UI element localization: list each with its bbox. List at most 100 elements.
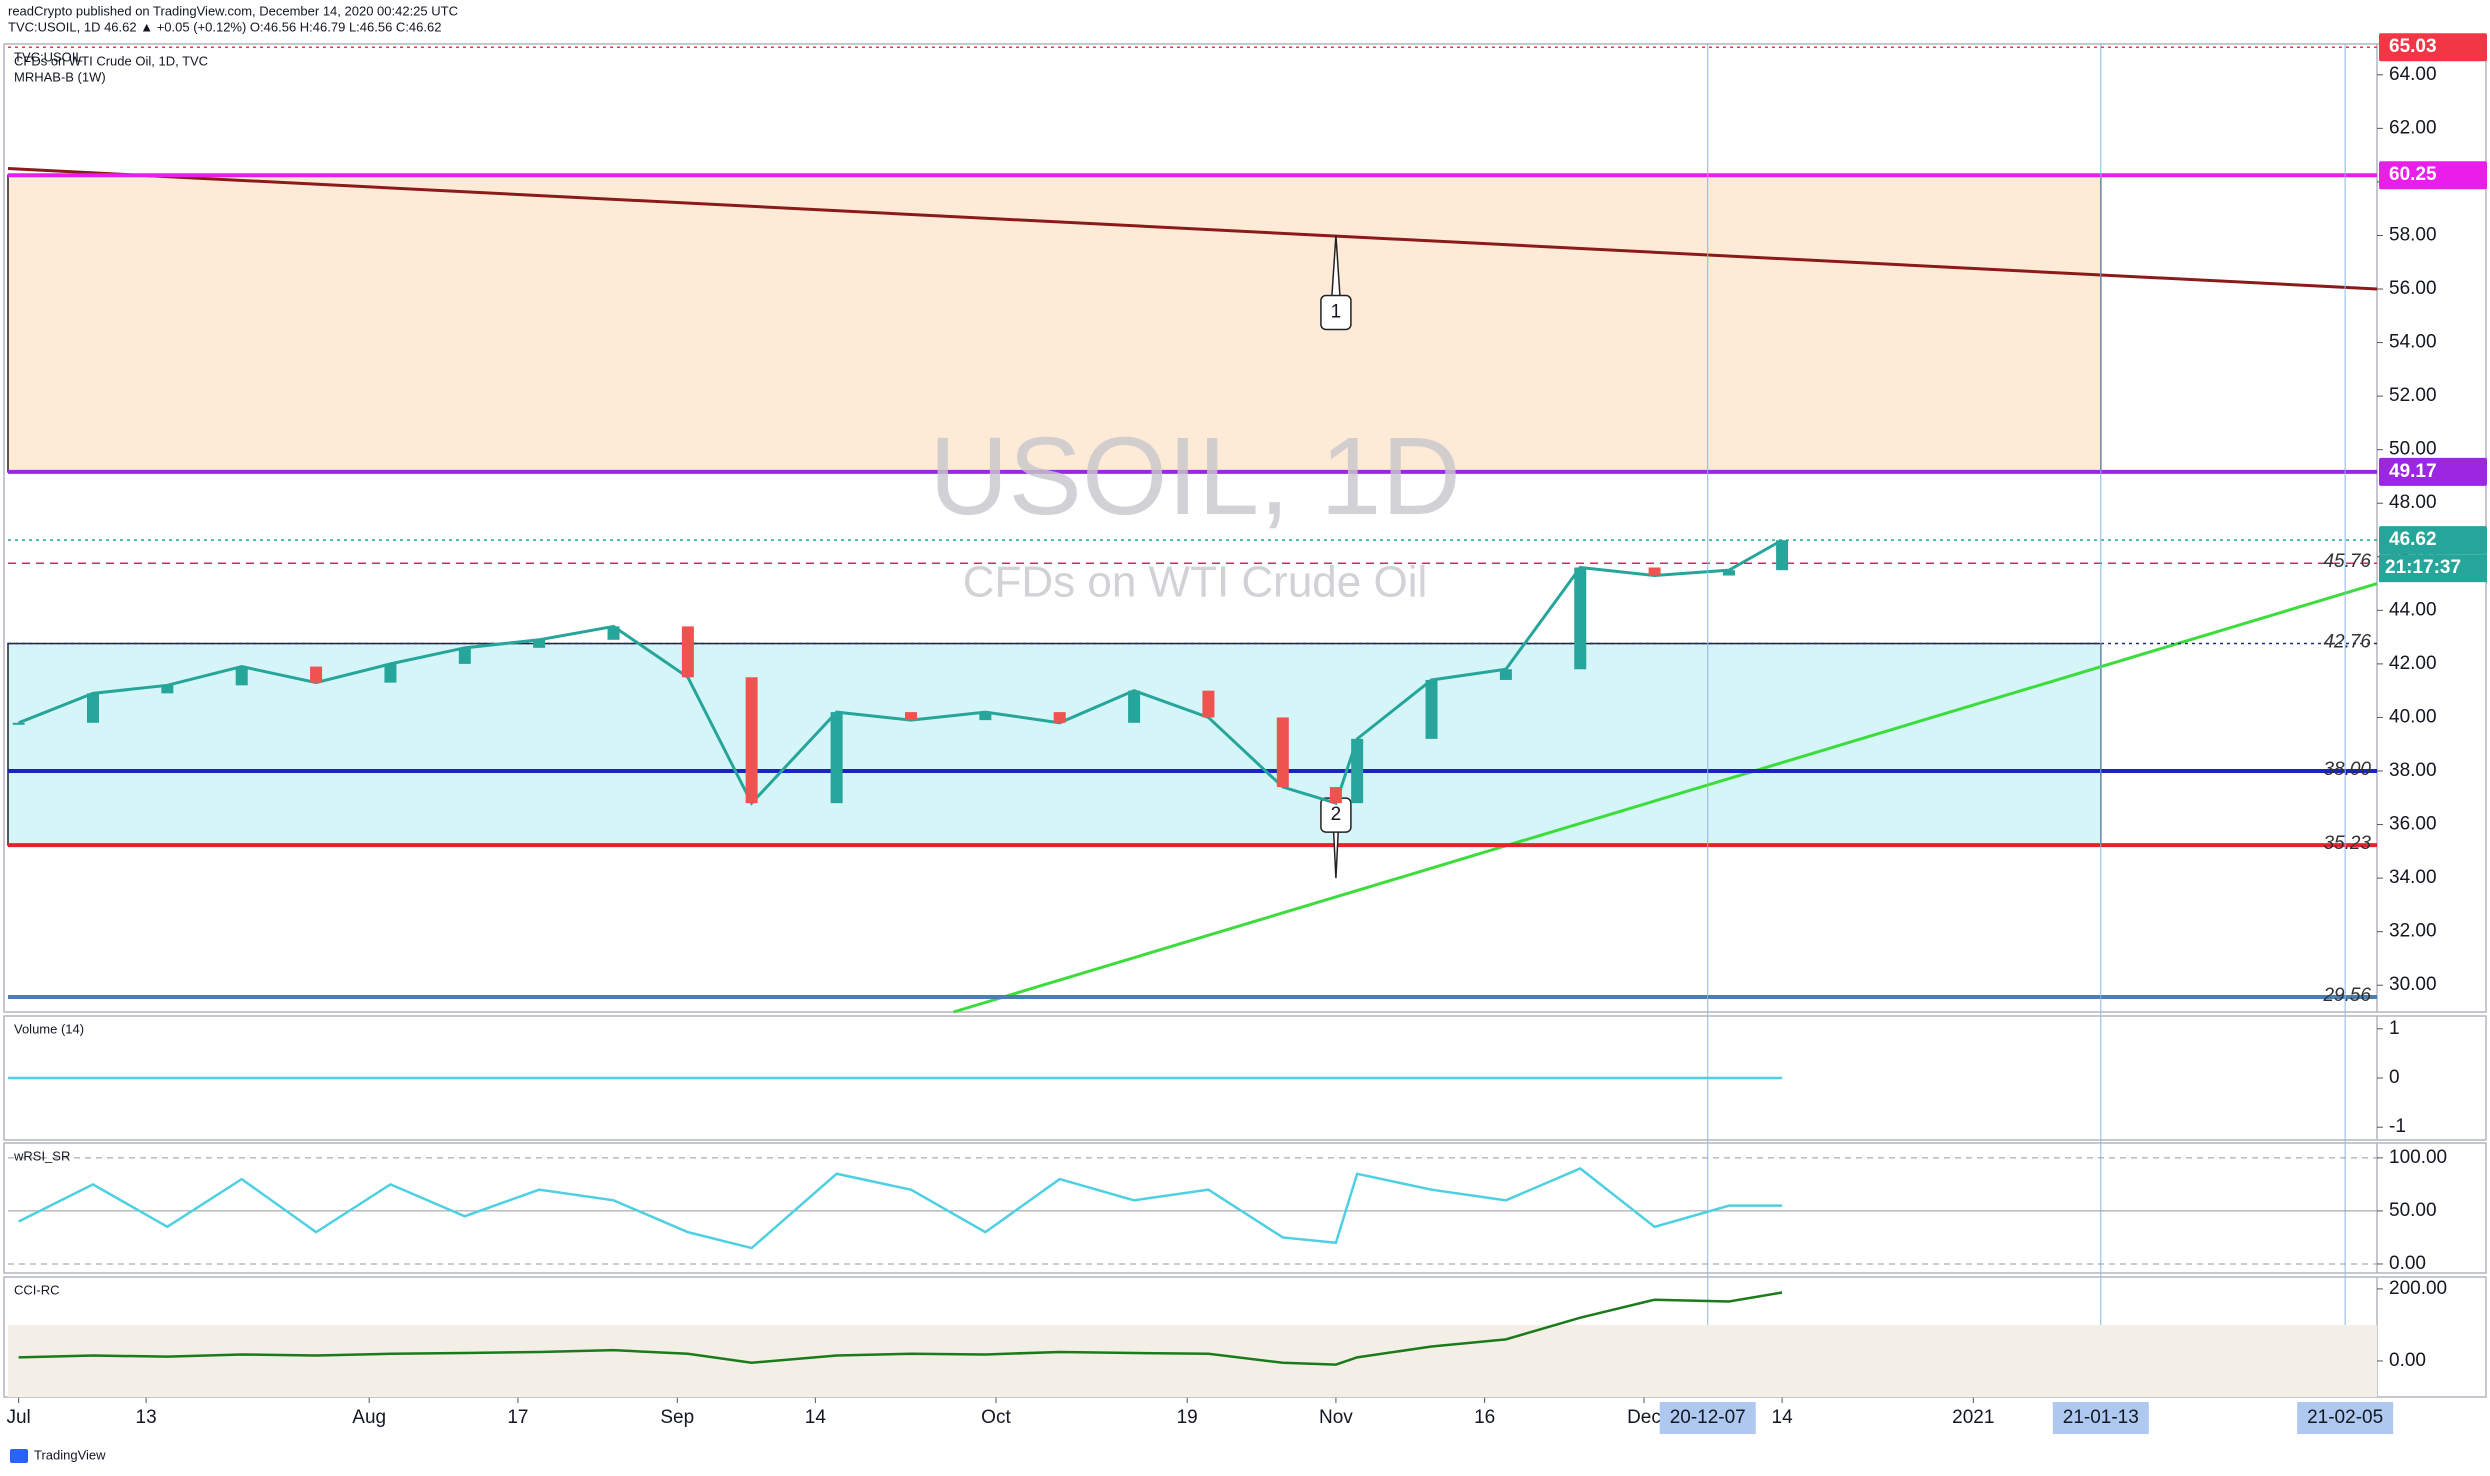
pane-title: TVC:USOIL <box>14 49 83 64</box>
watermark: USOIL, 1D <box>929 415 1461 538</box>
candle-body <box>904 712 917 721</box>
level-label: 29.56 <box>2322 985 2371 1006</box>
candle-body <box>1648 567 1661 576</box>
countdown-badge <box>2379 554 2487 583</box>
y-tick-label: -1 <box>2389 1116 2406 1137</box>
y-tick-label: 56.00 <box>2389 278 2437 299</box>
candle-body <box>979 712 992 721</box>
x-tick-label: Oct <box>981 1407 1011 1428</box>
y-tick-label: 44.00 <box>2389 599 2437 620</box>
date-badge <box>1659 1402 1756 1434</box>
y-tick-label: 64.00 <box>2389 64 2437 85</box>
level-label: 45.76 <box>2323 551 2371 572</box>
x-tick-label: 17 <box>507 1407 528 1428</box>
countdown: 21:17:37 <box>2385 557 2461 578</box>
x-tick-label: Aug <box>352 1407 386 1428</box>
level-label: 35.23 <box>2323 833 2371 854</box>
candle-body <box>1128 690 1141 723</box>
candle-body <box>1425 679 1438 739</box>
candle-body <box>161 685 174 694</box>
date-badge <box>2297 1402 2394 1434</box>
date-badge-label: 21-01-13 <box>2063 1407 2139 1428</box>
x-tick-label: 19 <box>1177 1407 1198 1428</box>
panes: 30.00 32.00 34.00 36.00 38.00 40.00 42.00 44.00… <box>3 33 2487 1434</box>
y-tick-label: 0.00 <box>2389 1350 2426 1371</box>
date-badge-label: 21-02-05 <box>2307 1407 2383 1428</box>
price-badge <box>2379 457 2487 486</box>
candle-body <box>1574 567 1587 670</box>
candle-body <box>607 626 620 640</box>
y-tick-label: 48.00 <box>2389 492 2437 513</box>
price-badge-label: 65.03 <box>2389 36 2437 57</box>
x-tick-label: Jul <box>6 1407 30 1428</box>
candle-body <box>310 666 323 683</box>
date-badge-label: 20-12-07 <box>1670 1407 1746 1428</box>
candle-body <box>1276 717 1289 788</box>
date-badge <box>2052 1402 2149 1434</box>
level-label: 38.00 <box>2323 759 2371 780</box>
price-badge-label: 49.17 <box>2389 461 2437 482</box>
footer-brand: TradingView <box>34 1447 106 1462</box>
candle-body <box>745 677 758 804</box>
candle-body <box>86 693 99 723</box>
series-line <box>18 538 1783 806</box>
callout-label: 2 <box>1331 804 1342 825</box>
candle-body <box>1351 738 1364 804</box>
x-tick-label: 14 <box>805 1407 827 1428</box>
candle-body <box>12 722 25 725</box>
y-tick-label: 52.00 <box>2389 385 2437 406</box>
x-tick-label: 16 <box>1474 1407 1495 1428</box>
candle-body <box>1776 540 1789 571</box>
callout-pointer <box>1331 235 1341 296</box>
publisher: readCrypto published on TradingView.com,… <box>8 3 458 18</box>
candle-body <box>458 647 471 664</box>
trendline <box>7 167 2378 291</box>
x-tick-label: 13 <box>136 1407 157 1428</box>
candle-body <box>830 712 843 804</box>
y-tick-label: 38.00 <box>2389 760 2437 781</box>
watermark-sub: CFDs on WTI Crude Oil <box>963 558 1428 607</box>
y-tick-label: 200.00 <box>2389 1278 2447 1299</box>
pane-title: wRSI_SR <box>13 1148 70 1163</box>
x-tick-label: Nov <box>1319 1407 1353 1428</box>
y-tick-label: 36.00 <box>2389 814 2437 835</box>
x-tick-label: Sep <box>660 1407 694 1428</box>
pane-border <box>3 1015 2487 1141</box>
candle-body <box>1329 787 1342 804</box>
y-tick-label: 30.00 <box>2389 974 2437 995</box>
source-label: CFDs on WTI Crude Oil, 1D, TVC <box>14 53 208 68</box>
candle-body <box>1053 712 1066 723</box>
y-tick-label: 50.00 <box>2389 439 2437 460</box>
x-tick-label: 2021 <box>1952 1407 1994 1428</box>
candle-body <box>533 639 546 648</box>
y-tick-label: 0 <box>2389 1067 2400 1088</box>
candle-body <box>1202 690 1215 718</box>
candle-body <box>235 666 248 686</box>
price-badge <box>2379 33 2487 62</box>
series-line <box>18 1291 1783 1366</box>
trendline <box>953 582 2378 1014</box>
callout-label: 1 <box>1331 301 1342 322</box>
y-tick-label: 58.00 <box>2389 224 2437 245</box>
symbol-line: TVC:USOIL, 1D 46.62 ▲ +0.05 (+0.12%) O:4… <box>8 19 441 34</box>
pane-title: Volume (14) <box>14 1021 84 1036</box>
pane-border <box>3 1142 2487 1274</box>
price-badge-label: 46.62 <box>2389 529 2437 550</box>
y-tick-label: 100.00 <box>2389 1147 2447 1168</box>
y-tick-label: 34.00 <box>2389 867 2437 888</box>
series-line <box>18 1167 1783 1250</box>
candle-body <box>1499 669 1512 680</box>
y-tick-label: 50.00 <box>2389 1200 2437 1221</box>
price-badge-label: 60.25 <box>2389 164 2437 185</box>
zone <box>7 174 2102 473</box>
indicator-label: MRHAB-B (1W) <box>14 69 106 84</box>
y-tick-label: 32.00 <box>2389 921 2437 942</box>
y-tick-label: 1 <box>2389 1018 2400 1039</box>
y-tick-label: 62.00 <box>2389 117 2437 138</box>
x-tick-label: Dec <box>1627 1407 1661 1428</box>
price-badge <box>2379 526 2487 555</box>
candle-body <box>681 626 694 678</box>
candle-body <box>1722 570 1735 576</box>
y-tick-label: 40.00 <box>2389 706 2437 727</box>
